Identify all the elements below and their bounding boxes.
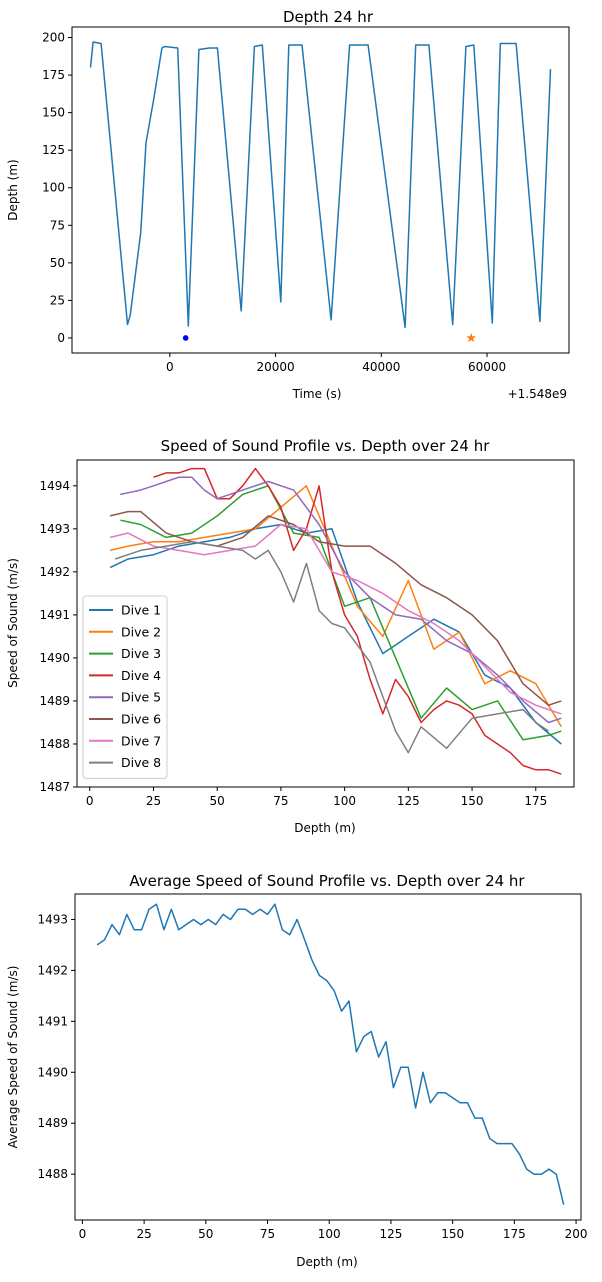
y-axis: 1488 1489 1490 1491 1492 1493 [37, 912, 75, 1181]
depth-chart: Depth 24 hr 0 20000 40000 60000 0 25 50 75 100 1… [6, 8, 570, 401]
x-tick-label: 25 [136, 1227, 151, 1241]
series-line-3 [120, 485, 562, 741]
plot-frame [76, 459, 575, 788]
y-tick-label: 1494 [39, 479, 70, 493]
x-offset-label: +1.548e9 [508, 387, 567, 401]
x-tick-label: 125 [397, 794, 420, 808]
y-tick-label: 1492 [39, 565, 70, 579]
chart-title: Depth 24 hr [283, 8, 374, 26]
legend-box [82, 595, 168, 779]
y-tick-label: 1492 [37, 963, 68, 977]
x-tick-label: 125 [379, 1227, 402, 1241]
x-axis: 0 20000 40000 60000 [166, 353, 506, 374]
series-line-6 [109, 510, 562, 706]
x-axis: 0 25 50 75 100 125 150 175 [86, 787, 547, 808]
y-tick-label: 1488 [39, 737, 70, 751]
x-tick-label: 175 [503, 1227, 526, 1241]
legend-entry: Dive 1 [121, 603, 161, 618]
x-tick-label: 175 [524, 794, 547, 808]
series-line-1 [96, 903, 565, 1205]
x-tick-label: 100 [333, 794, 356, 808]
x-tick-label: 20000 [256, 360, 294, 374]
legend-entry: Dive 2 [121, 624, 161, 639]
legend-entry: Dive 4 [121, 668, 161, 683]
legend-entry: Dive 8 [121, 755, 161, 770]
x-tick-label: 150 [441, 1227, 464, 1241]
average-speed-of-sound-chart: Average Speed of Sound Profile vs. Depth… [6, 872, 588, 1269]
x-tick-label: 0 [86, 794, 94, 808]
y-tick-label: 100 [42, 181, 65, 195]
x-axis-label: Depth (m) [294, 821, 355, 835]
x-tick-label: 75 [273, 794, 288, 808]
y-tick-label: 200 [42, 31, 65, 45]
y-axis: 0 25 50 75 100 125 150 175 200 [42, 31, 72, 345]
series-line-7 [109, 523, 562, 715]
marker-point-star [466, 333, 476, 342]
y-tick-label: 175 [42, 68, 65, 82]
y-tick-label: 1489 [37, 1116, 68, 1130]
y-tick-label: 1491 [37, 1014, 68, 1028]
x-tick-label: 25 [146, 794, 161, 808]
legend: Dive 1 Dive 2 Dive 3 Dive 4 Dive 5 Dive 6 Dive… [82, 595, 168, 779]
x-axis: 0 25 50 75 100 125 150 175 200 [79, 1220, 588, 1241]
x-tick-label: 200 [565, 1227, 588, 1241]
series-line-4 [153, 467, 562, 775]
series-line-1 [109, 523, 562, 745]
x-axis-label: Time (s) [292, 387, 342, 401]
x-tick-label: 0 [166, 360, 174, 374]
y-axis: 1487 1488 1489 1490 1491 1492 1493 1494 [39, 479, 77, 794]
x-tick-label: 60000 [468, 360, 506, 374]
y-tick-label: 1489 [39, 694, 70, 708]
plot-frame [74, 893, 582, 1221]
legend-entry: Dive 5 [121, 690, 161, 705]
data-marks [96, 903, 565, 1205]
x-tick-label: 50 [198, 1227, 213, 1241]
x-tick-label: 100 [318, 1227, 341, 1241]
x-tick-label: 40000 [362, 360, 400, 374]
y-axis-label: Speed of Sound (m/s) [6, 558, 20, 688]
y-tick-label: 25 [50, 293, 65, 307]
data-marks [109, 467, 562, 775]
chart-title: Average Speed of Sound Profile vs. Depth… [129, 872, 525, 890]
series-line-8 [114, 540, 549, 754]
plot-frame [71, 26, 570, 354]
x-tick-label: 0 [79, 1227, 87, 1241]
chart-title: Speed of Sound Profile vs. Depth over 24… [161, 437, 491, 455]
y-axis-label: Average Speed of Sound (m/s) [6, 966, 20, 1149]
y-tick-label: 1488 [37, 1167, 68, 1181]
y-tick-label: 150 [42, 106, 65, 120]
series-line-5 [120, 476, 562, 724]
data-marks [89, 41, 552, 342]
y-tick-label: 1493 [37, 912, 68, 926]
legend-entry: Dive 6 [121, 712, 161, 727]
x-tick-label: 75 [260, 1227, 275, 1241]
legend-entry: Dive 7 [121, 733, 161, 748]
y-tick-label: 1490 [37, 1065, 68, 1079]
x-tick-label: 150 [461, 794, 484, 808]
legend-entry: Dive 3 [121, 646, 161, 661]
y-tick-label: 50 [50, 256, 65, 270]
y-tick-label: 75 [50, 218, 65, 232]
series-line-2 [109, 485, 562, 728]
y-tick-label: 1493 [39, 522, 70, 536]
y-tick-label: 1491 [39, 608, 70, 622]
y-axis-label: Depth (m) [6, 159, 20, 220]
y-tick-label: 0 [57, 331, 65, 345]
x-axis-label: Depth (m) [296, 1255, 357, 1269]
series-line-1 [89, 41, 552, 329]
y-tick-label: 1487 [39, 780, 70, 794]
marker-point-circle [182, 335, 189, 341]
y-tick-label: 125 [42, 143, 65, 157]
y-tick-label: 1490 [39, 651, 70, 665]
x-tick-label: 50 [210, 794, 225, 808]
speed-of-sound-profile-chart: Speed of Sound Profile vs. Depth over 24… [6, 437, 575, 835]
